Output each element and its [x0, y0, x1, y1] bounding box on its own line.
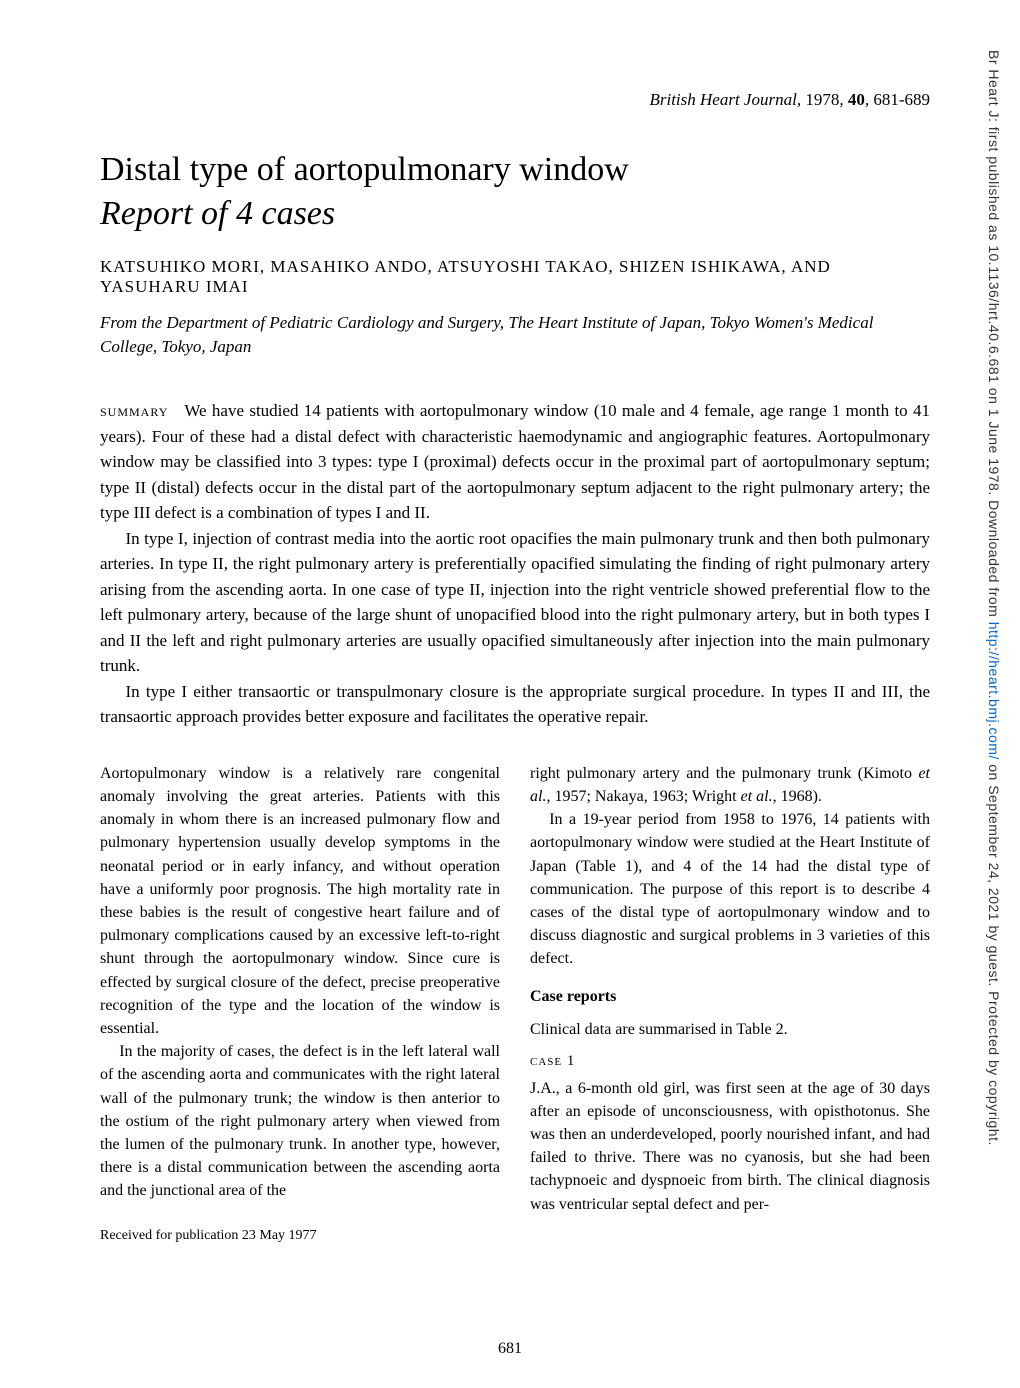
body-left-p1: Aortopulmonary window is a relatively ra…	[100, 762, 500, 1040]
p1-end: , 1968).	[773, 788, 822, 805]
body-left-p2: In the majority of cases, the defect is …	[100, 1040, 500, 1202]
body-right-p2: In a 19-year period from 1958 to 1976, 1…	[530, 808, 930, 970]
body-right-p4: J.A., a 6-month old girl, was first seen…	[530, 1077, 930, 1216]
page-number: 681	[498, 1340, 522, 1358]
summary-p1-text: We have studied 14 patients with aortopu…	[100, 401, 930, 522]
authors: KATSUHIKO MORI, MASAHIKO ANDO, ATSUYOSHI…	[100, 257, 930, 297]
p1-etal2: et al.	[741, 788, 773, 805]
right-column: right pulmonary artery and the pulmonary…	[530, 762, 930, 1247]
body-right-p3: Clinical data are summarised in Table 2.	[530, 1018, 930, 1041]
received-date: Received for publication 23 May 1977	[100, 1226, 500, 1246]
journal-pages: 681-689	[873, 90, 930, 109]
body-right-p1: right pulmonary artery and the pulmonary…	[530, 762, 930, 808]
body-columns: Aortopulmonary window is a relatively ra…	[100, 762, 930, 1247]
sidebar-text-after: on September 24, 2021 by guest. Protecte…	[986, 760, 1002, 1146]
left-column: Aortopulmonary window is a relatively ra…	[100, 762, 500, 1247]
sidebar-citation: Br Heart J: first published as 10.1136/h…	[986, 50, 1002, 1350]
summary-label: summary	[100, 401, 168, 420]
section-title-case-reports: Case reports	[530, 985, 930, 1008]
journal-reference: British Heart Journal, 1978, 40, 681-689	[100, 90, 930, 110]
journal-name: British Heart Journal	[649, 90, 796, 109]
sidebar-text-before: Br Heart J: first published as 10.1136/h…	[986, 50, 1002, 622]
summary-p2: In type I, injection of contrast media i…	[100, 526, 930, 679]
p1-mid: , 1957; Nakaya, 1963; Wright	[546, 788, 740, 805]
summary-p1: summary We have studied 14 patients with…	[100, 398, 930, 526]
journal-volume: 40	[848, 90, 865, 109]
p1-start: right pulmonary artery and the pulmonary…	[530, 765, 918, 782]
affiliation: From the Department of Pediatric Cardiol…	[100, 311, 930, 359]
article-title: Distal type of aortopulmonary window	[100, 150, 930, 191]
journal-year: 1978	[805, 90, 839, 109]
summary-p3: In type I either transaortic or transpul…	[100, 679, 930, 730]
case-1-label: case 1	[530, 1051, 930, 1073]
sidebar-link[interactable]: http://heart.bmj.com/	[986, 622, 1002, 760]
article-subtitle: Report of 4 cases	[100, 195, 930, 233]
summary-section: summary We have studied 14 patients with…	[100, 398, 930, 730]
